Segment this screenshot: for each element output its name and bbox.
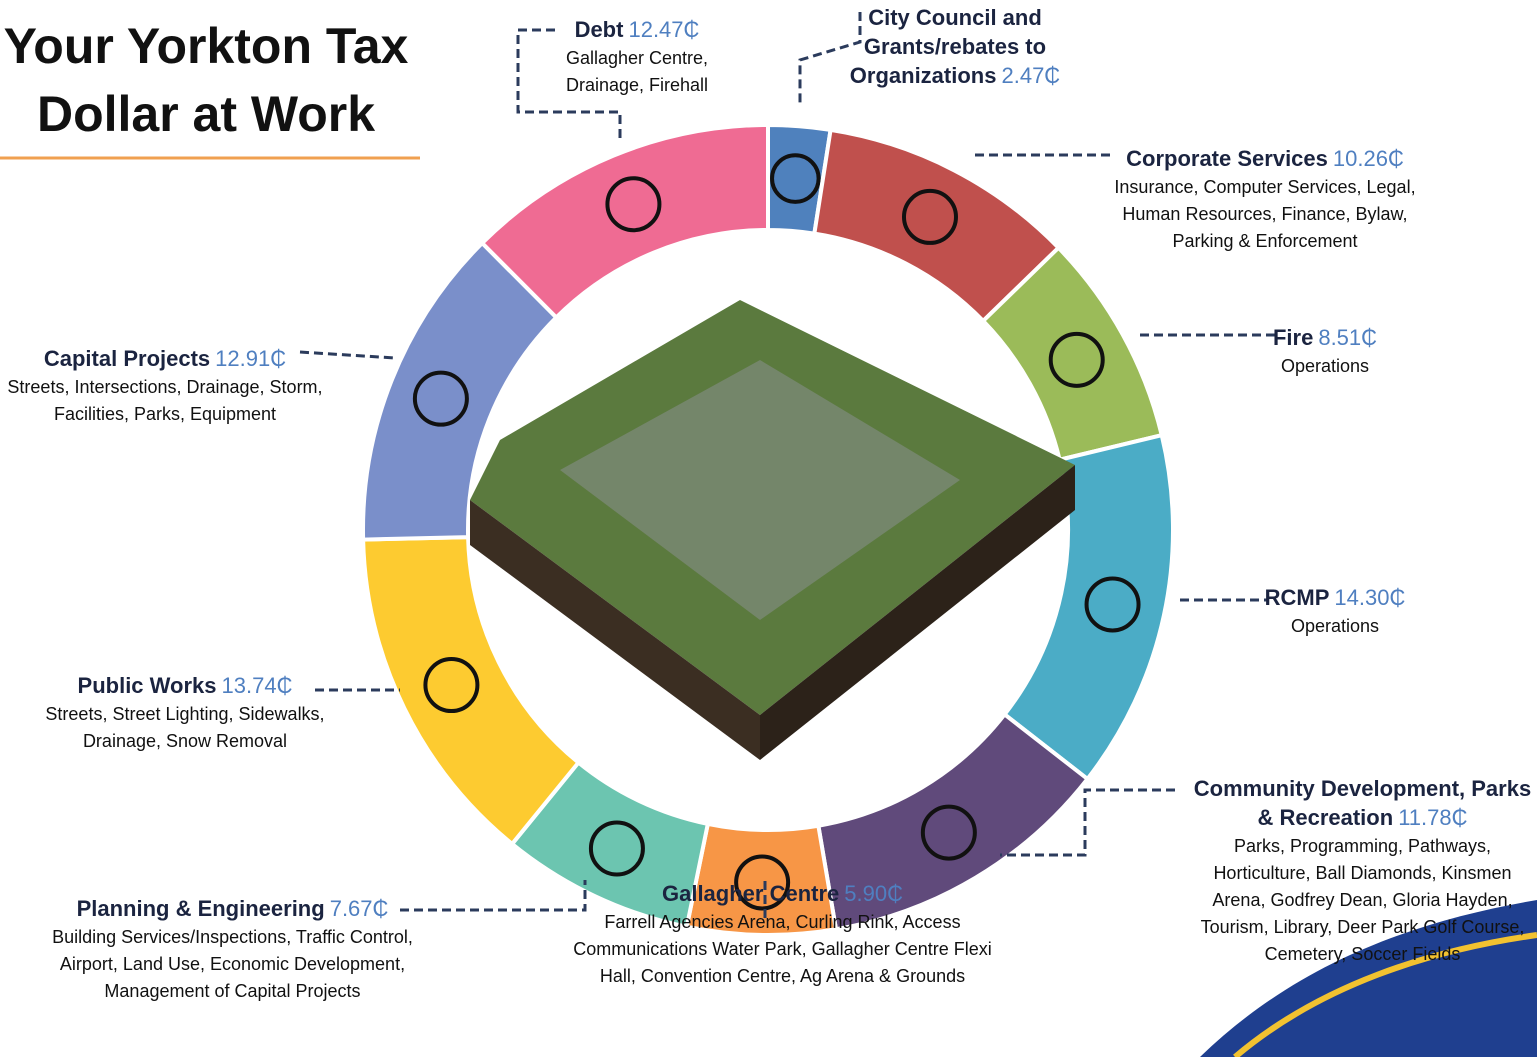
category-name: Corporate Services [1126, 146, 1328, 171]
value-label: 11.78₵ [1398, 805, 1468, 830]
segment-label: RCMP 14.30₵ Operations [1210, 584, 1460, 640]
segment-icon [901, 188, 958, 245]
category-name: Planning & Engineering [76, 896, 325, 921]
segment-label: Corporate Services 10.26₵ Insurance, Comp… [1100, 145, 1430, 255]
segment-icon [770, 153, 821, 204]
category-name: Public Works [77, 673, 217, 698]
segment-label: Planning & Engineering 7.67₵ Building Ser… [50, 895, 415, 1005]
value-label: 7.67₵ [329, 896, 389, 921]
segment-icon [734, 854, 791, 911]
category-description: Operations [1290, 616, 1380, 636]
value-label: 12.47₵ [628, 17, 700, 42]
segment-icon [1048, 331, 1105, 388]
segment-label: Fire 8.51₵ Operations [1200, 324, 1450, 380]
category-name: RCMP [1264, 585, 1330, 610]
segment-label: Public Works 13.74₵ Streets, Street Light… [20, 672, 350, 755]
category-name: City Council and Grants/rebates to Organ… [849, 5, 1047, 88]
segment-icon [423, 657, 480, 714]
donut [361, 122, 1175, 937]
segment-label: Debt 12.47₵ Gallagher Centre, Drainage, F… [537, 16, 737, 99]
category-description: Insurance, Computer Services, Legal, Hum… [1114, 177, 1416, 251]
city-image [470, 300, 1075, 760]
value-label: 12.91₵ [215, 346, 287, 371]
category-description: Streets, Street Lighting, Sidewalks, Dra… [45, 704, 325, 751]
category-description: Operations [1280, 356, 1370, 376]
segment-icon [1084, 576, 1141, 633]
category-name: Fire [1272, 325, 1314, 350]
donut-segment [479, 122, 770, 321]
segment-label: City Council and Grants/rebates to Organ… [835, 4, 1075, 91]
segment-label: Capital Projects 12.91₵ Streets, Intersec… [0, 345, 330, 428]
value-label: 5.90₵ [844, 881, 903, 906]
category-name: Capital Projects [43, 346, 211, 371]
category-name: Gallagher Centre [661, 881, 840, 906]
value-label: 13.74₵ [221, 673, 293, 698]
segment-label: Community Development, Parks & Recreatio… [1190, 775, 1535, 968]
category-description: Gallagher Centre, Drainage, Firehall [565, 48, 709, 95]
category-name: Debt [574, 17, 624, 42]
title: Your Yorkton Tax Dollar at Work [3, 18, 409, 142]
value-label: 10.26₵ [1332, 146, 1404, 171]
value-label: 2.47₵ [1001, 63, 1061, 88]
category-description: Streets, Intersections, Drainage, Storm,… [7, 377, 323, 424]
category-name: Community Development, Parks & Recreatio… [1193, 776, 1532, 830]
category-description: Farrell Agencies Arena, Curling Rink, Ac… [573, 912, 992, 986]
value-label: 14.30₵ [1334, 585, 1406, 610]
category-description: Building Services/Inspections, Traffic C… [52, 927, 413, 1001]
segment-icon [588, 820, 645, 877]
segment-icon [412, 370, 469, 427]
segment-icon [920, 804, 977, 861]
category-description: Parks, Programming, Pathways, Horticultu… [1200, 836, 1525, 964]
segment-icon [605, 176, 662, 233]
connectors [299, 12, 1275, 918]
value-label: 8.51₵ [1318, 325, 1378, 350]
segment-label: Gallagher Centre 5.90₵ Farrell Agencies A… [560, 880, 1005, 990]
decor-stripe [1233, 932, 1537, 1057]
